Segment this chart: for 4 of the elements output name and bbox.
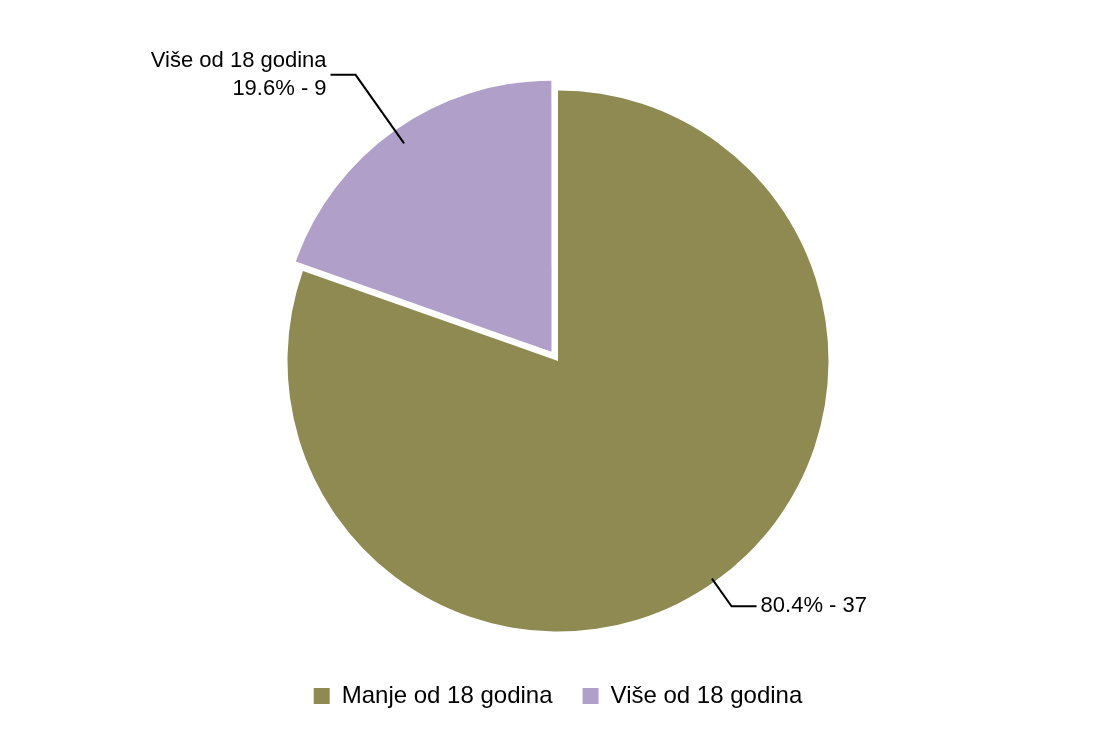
data-label: Više od 18 godina 19.6% - 9 [150,46,328,100]
legend-label: Manje od 18 godina [341,680,554,708]
data-label: 80.4% - 37 [760,592,867,618]
legend-label: Više od 18 godina [610,680,803,708]
